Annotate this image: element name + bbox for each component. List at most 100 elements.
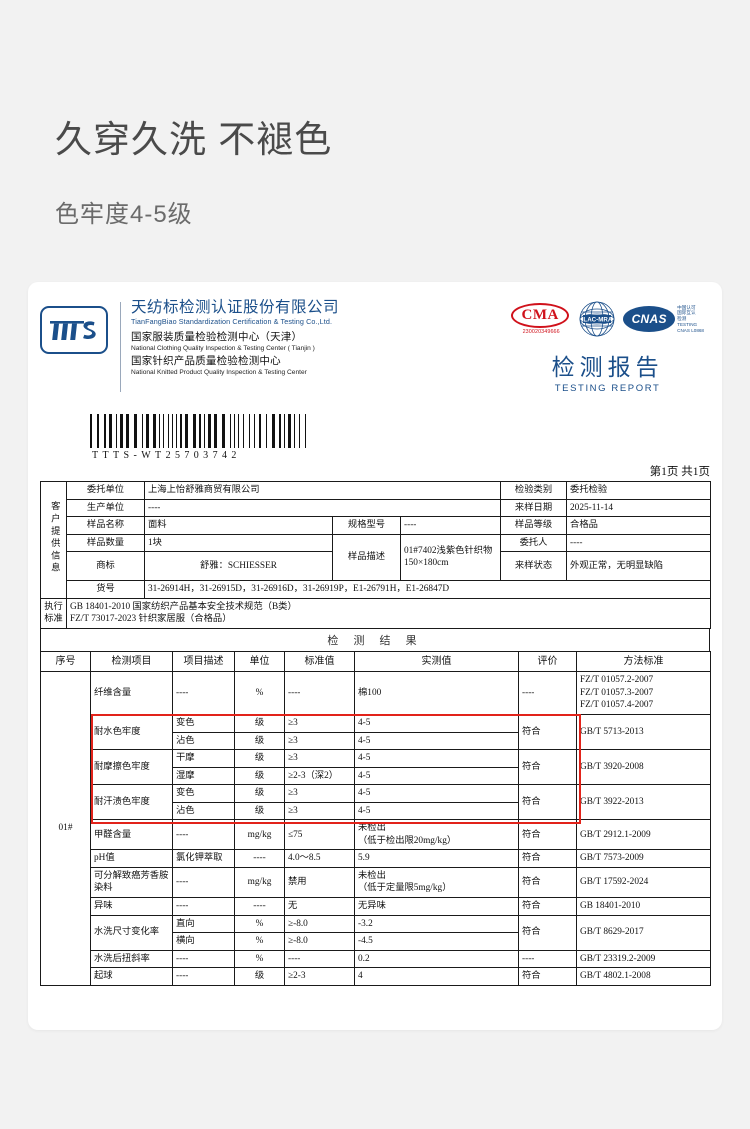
- entrust-unit-label: 委托单位: [66, 481, 145, 500]
- result-standard-value: ≥3: [284, 784, 355, 803]
- cma-label: CMA: [511, 303, 570, 328]
- result-item-desc: 变色: [172, 713, 235, 733]
- results-column-header: 方法标准: [576, 650, 711, 673]
- table-row: 耐汗渍色牢度 变色级 ≥3 4-5 符合 GB/T 3922-2013: [41, 784, 711, 821]
- result-method-standard: GB/T 8629-2017: [576, 914, 711, 951]
- result-item-desc: 变色: [172, 784, 235, 803]
- sample-qty-label: 样品数量: [66, 533, 145, 553]
- result-method-standard: GB 18401-2010: [576, 896, 711, 916]
- sample-grade-label: 样品等级: [500, 516, 568, 535]
- center1-cn: 国家服装质量检验检测中心（天津）: [131, 331, 303, 344]
- result-unit: mg/kg: [234, 866, 285, 898]
- entrust-unit-value: 上海上怡舒雅商贸有限公司: [143, 481, 502, 500]
- table-row: 水洗尺寸变化率 直向% ≥-8.0 -3.2 符合 GB/T 8629-2017: [41, 914, 711, 951]
- cnas-label: CNAS: [623, 305, 676, 332]
- cma-mark-icon: CMA 230020349666: [511, 303, 571, 335]
- result-method-standard: GB/T 17592-2024: [576, 866, 711, 898]
- result-measured-value: 棉100: [354, 671, 519, 715]
- result-method-standard: GB/T 2912.1-2009: [576, 819, 711, 851]
- result-item-desc: 沾色: [172, 801, 235, 821]
- report-letterhead: 天纺标检测认证股份有限公司 TianFangBiao Standardizati…: [28, 282, 722, 398]
- producer-value: ----: [143, 498, 502, 518]
- brand-label: 商标: [66, 551, 145, 582]
- results-column-header: 单位: [234, 650, 285, 673]
- result-item-desc: 直向: [172, 914, 235, 934]
- result-unit: ----: [234, 849, 285, 868]
- result-unit: mg/kg: [234, 819, 285, 851]
- result-standard-value: ≤75: [284, 819, 355, 851]
- table-row: 客户提供信息 委托单位 上海上怡舒雅商贸有限公司 检验类别 委托检验: [40, 481, 712, 599]
- result-standard-value: ≥-8.0: [284, 914, 355, 934]
- table-row: 湿摩级 ≥2-3（深2） 4-5: [41, 766, 711, 786]
- result-standard-value: ≥2-3（深2）: [284, 766, 355, 786]
- result-item-name: 可分解致癌芳香胺染料: [90, 866, 173, 898]
- result-item-name: 纤维含量: [90, 671, 173, 715]
- results-table: 序号 检测项目 项目描述 单位 标准值 实测值 评价 方法标准 01# 纤维含量 ----% ---…: [40, 650, 711, 986]
- result-method-standard: FZ/T 01057.2-2007 FZ/T 01057.3-2007 FZ/T…: [576, 671, 711, 715]
- sample-state-value: 外观正常，无明显缺陷: [566, 551, 712, 582]
- result-measured-value: -4.5: [354, 932, 519, 951]
- entruster-value: ----: [566, 533, 712, 553]
- result-measured-value: 未检出 （低于定量限5mg/kg）: [354, 866, 519, 898]
- result-measured-value: 4-5: [354, 749, 519, 768]
- result-method-standard: GB/T 3922-2013: [576, 784, 711, 821]
- table-row: 样品名称 面料 规格型号 ---- 样品等级 合格品: [41, 516, 712, 535]
- result-item-name: pH值: [90, 849, 173, 868]
- result-verdict: 符合: [518, 866, 577, 898]
- customer-info-side-label: 客户提供信息: [40, 481, 67, 599]
- brand-value: 舒雅：SCHIESSER: [144, 551, 333, 582]
- table-row: 可分解致癌芳香胺染料 ---- mg/kg 禁用 未检出 （低于定量限5mg/kg） 符合…: [41, 866, 711, 898]
- table-row: 01# 纤维含量 ----% ---- 棉100 ---- FZ/T 01057.2-200…: [40, 671, 711, 986]
- sample-date-label: 来样日期: [500, 498, 568, 518]
- result-unit: 级: [234, 784, 285, 803]
- letterhead-divider: [120, 302, 121, 392]
- result-measured-value: 4: [354, 967, 519, 986]
- result-item-name: 甲醛含量: [90, 819, 173, 851]
- sample-desc-label: 样品描述: [332, 533, 401, 582]
- result-item-desc: 干摩: [172, 749, 235, 768]
- result-standard-value: 4.0～8.5: [284, 849, 355, 868]
- results-column-header: 检测项目: [90, 650, 173, 673]
- result-item-name: 水洗尺寸变化率: [90, 914, 173, 951]
- table-row: 起球 ---- 级 ≥2-3 4 符合 GB/T 4802.1-2008: [41, 967, 711, 986]
- letterhead-text: 天纺标检测认证股份有限公司 TianFangBiao Standardizati…: [131, 296, 339, 379]
- inspect-type-value: 委托检验: [566, 481, 712, 500]
- letterhead-right: CMA 230020349666: [511, 296, 710, 394]
- table-row: 甲醛含量 ---- mg/kg ≤75 未检出 （低于检出限20mg/kg） 符合 GB/T…: [41, 819, 711, 851]
- result-verdict: 符合: [518, 849, 577, 868]
- table-row: 货号 31-26914H，31-26915D，31-26916D，31-2691…: [41, 580, 712, 599]
- result-standard-value: ----: [284, 949, 355, 969]
- result-item-desc: ----: [172, 671, 235, 715]
- result-method-standard: GB/T 5713-2013: [576, 713, 711, 751]
- barcode-image: [90, 414, 722, 448]
- result-measured-value: 0.2: [354, 949, 519, 969]
- result-standard-value: ≥3: [284, 749, 355, 768]
- result-standard-value: ≥2-3: [284, 967, 355, 986]
- result-measured-value: 4-5: [354, 713, 519, 733]
- result-item-desc: ----: [172, 896, 235, 916]
- org-name-cn: 天纺标检测认证股份有限公司: [131, 299, 340, 316]
- barcode-block: TTTS-WT25703742: [90, 414, 722, 461]
- result-measured-value: 4-5: [354, 766, 519, 786]
- result-item-desc: 沾色: [172, 731, 235, 751]
- result-verdict: 符合: [518, 967, 577, 986]
- table-row: 沾色级 ≥3 4-5: [41, 801, 711, 821]
- result-verdict: 符合: [518, 749, 577, 786]
- table-row: 异味 ---- ---- 无无异味 符合 GB 18401-2010: [41, 896, 711, 916]
- result-verdict: ----: [518, 949, 577, 969]
- result-unit: 级: [234, 713, 285, 733]
- results-header-row: 序号 检测项目 项目描述 单位 标准值 实测值 评价 方法标准: [40, 650, 711, 673]
- table-row: 水洗后扭斜率 ----% ---- 0.2 ---- GB/T 23319.2-2009: [41, 949, 711, 969]
- result-item-desc: 氯化钾萃取: [172, 849, 235, 868]
- goods-no-label: 货号: [66, 580, 145, 599]
- report-title-en: TESTING REPORT: [554, 383, 661, 394]
- page-indicator: 第1页 共1页: [649, 466, 710, 478]
- inspect-type-label: 检验类别: [500, 481, 568, 500]
- result-standard-value: ≥3: [284, 731, 355, 751]
- result-item-name: 耐水色牢度: [90, 713, 173, 751]
- result-standard-value: ≥3: [284, 801, 355, 821]
- result-unit: %: [234, 949, 285, 969]
- result-verdict: ----: [518, 671, 577, 715]
- table-row: 耐摩擦色牢度 干摩级 ≥3 4-5 符合 GB/T 3920-2008: [41, 749, 711, 786]
